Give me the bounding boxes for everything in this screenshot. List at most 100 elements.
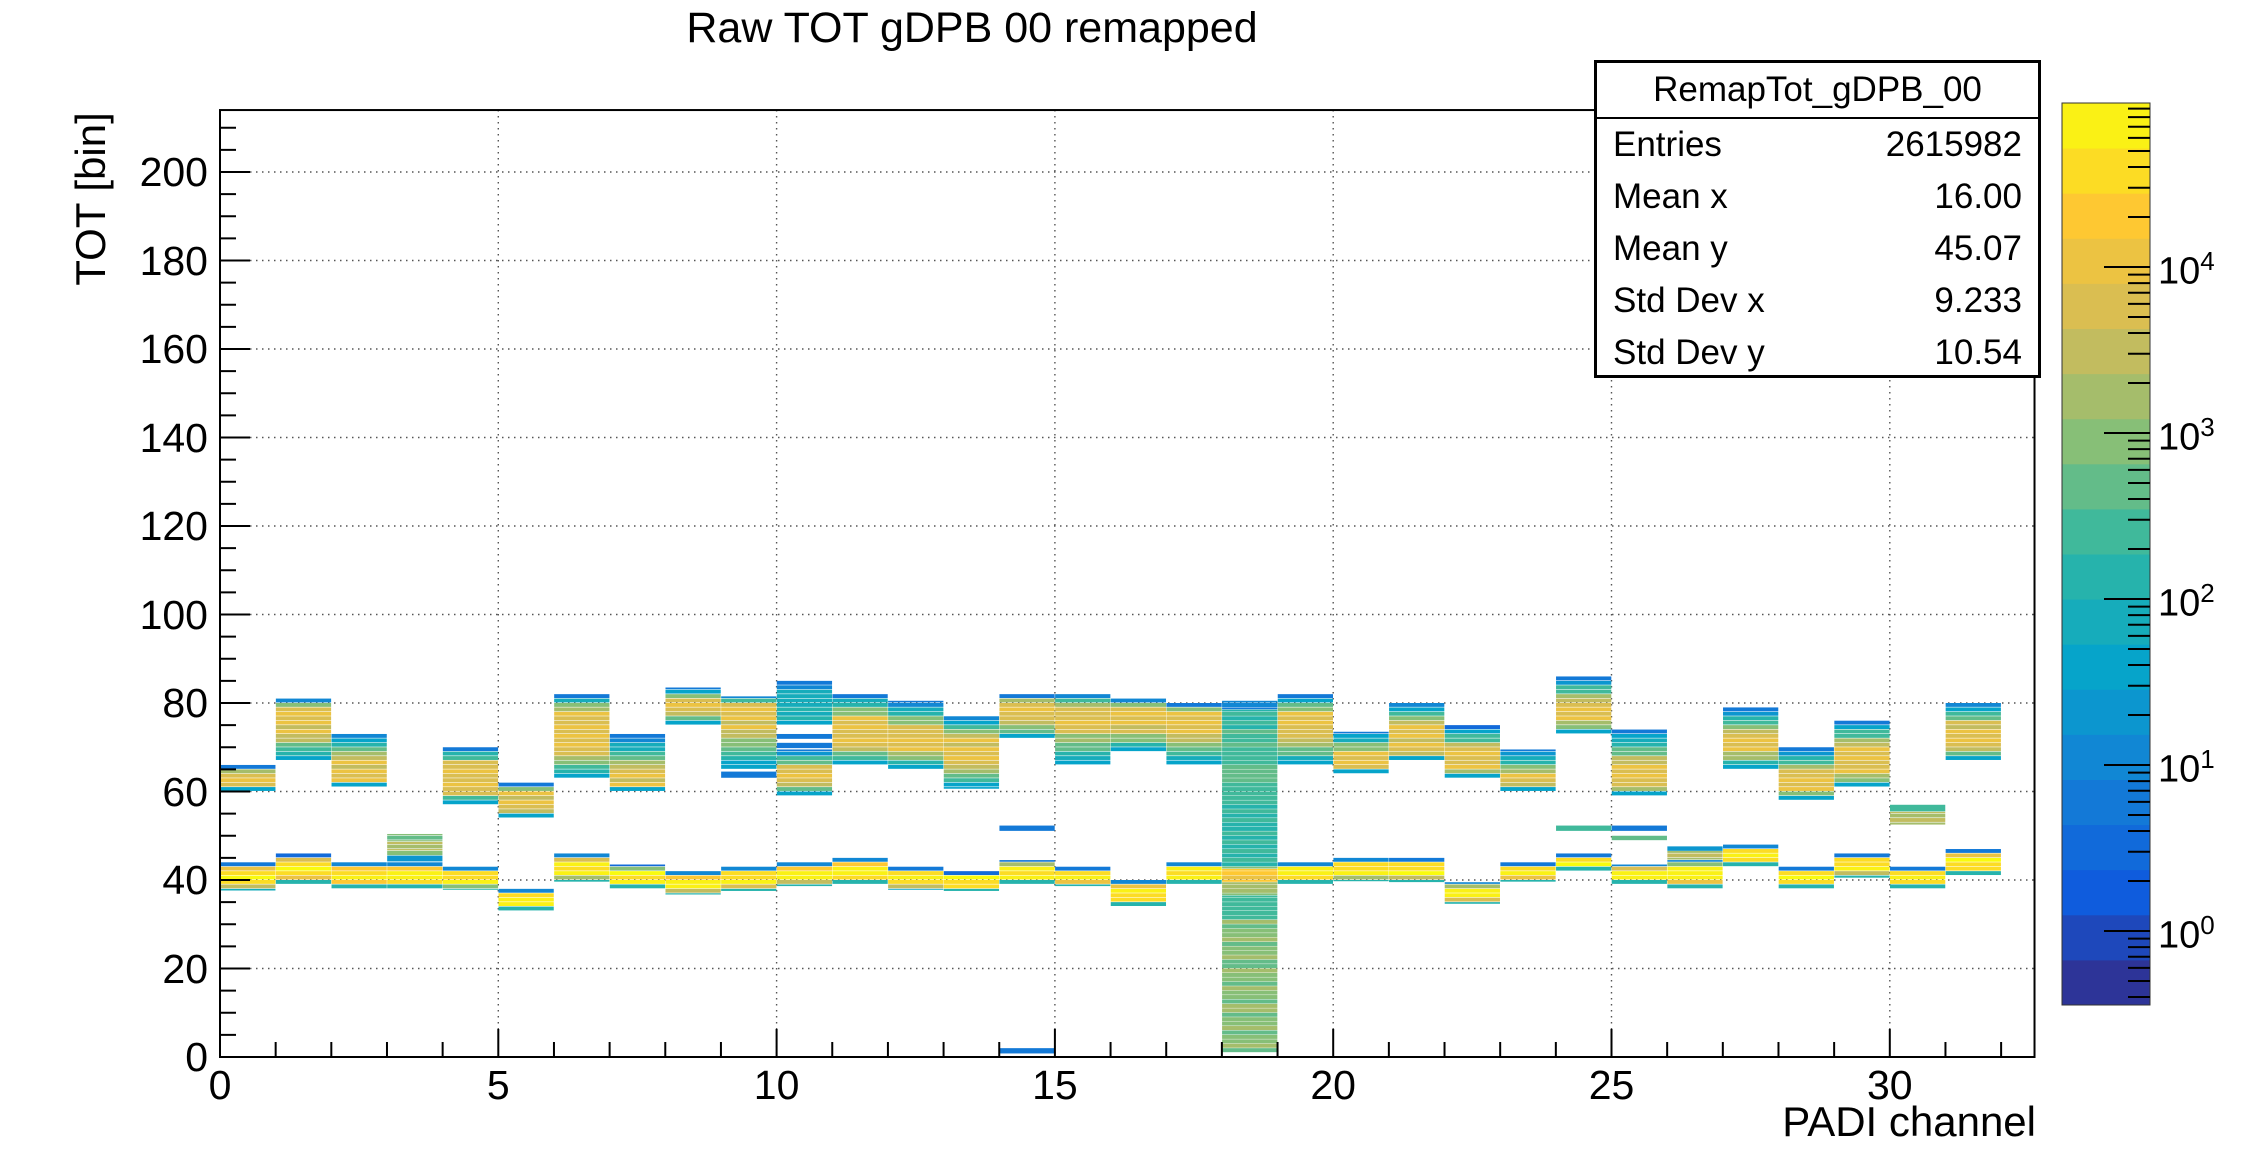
histogram-bin xyxy=(498,809,554,814)
histogram-bin xyxy=(943,773,1000,778)
histogram-bin xyxy=(498,791,554,796)
histogram-bin xyxy=(442,888,499,890)
histogram-bin xyxy=(1945,747,2001,752)
histogram-bin xyxy=(1110,880,1167,884)
histogram-bin xyxy=(1222,964,1278,969)
histogram-bin xyxy=(1500,769,1556,774)
histogram-bin xyxy=(1723,853,1779,858)
histogram-bin xyxy=(387,840,443,842)
histogram-bin xyxy=(943,751,1000,756)
y-tick-label: 200 xyxy=(139,149,208,195)
histogram-bin xyxy=(1834,729,1890,734)
histogram-bin xyxy=(331,875,387,880)
histogram-bin xyxy=(1333,751,1389,756)
histogram-bin xyxy=(943,733,1000,738)
histogram-bin xyxy=(554,725,610,729)
histogram-bin xyxy=(331,782,387,787)
histogram-bin xyxy=(832,738,888,743)
histogram-bin xyxy=(1834,769,1890,774)
histogram-bin xyxy=(498,804,554,809)
histogram-bin xyxy=(1222,835,1278,840)
histogram-bin xyxy=(1055,725,1111,729)
histogram-bin xyxy=(275,720,332,725)
stats-value: 45.07 xyxy=(1934,229,2022,268)
histogram-bin xyxy=(1667,862,1723,867)
histogram-bin xyxy=(776,680,833,685)
histogram-bin xyxy=(1333,764,1389,769)
histogram-bin xyxy=(999,698,1055,703)
histogram-bin xyxy=(1890,871,1946,876)
x-tick-label: 0 xyxy=(208,1062,232,1108)
histogram-bin xyxy=(387,855,443,862)
histogram-bin xyxy=(1834,857,1890,862)
histogram-bin xyxy=(1611,751,1667,756)
histogram-bin xyxy=(1166,711,1222,716)
histogram-bin xyxy=(1055,720,1111,725)
histogram-bin xyxy=(776,751,833,756)
histogram-bin xyxy=(1444,738,1500,743)
histogram-bin xyxy=(1389,711,1445,716)
histogram-bin xyxy=(1778,778,1834,783)
histogram-bin xyxy=(1945,866,2001,871)
histogram-bin xyxy=(1055,751,1111,756)
histogram-bin xyxy=(776,694,833,699)
histogram-bin xyxy=(1222,853,1278,858)
histogram-bin xyxy=(1222,1008,1278,1013)
stats-label: Entries xyxy=(1613,125,1722,164)
histogram-bin xyxy=(888,707,944,712)
histogram-bin xyxy=(554,694,610,699)
histogram-bin xyxy=(1778,866,1834,871)
histogram-bin xyxy=(609,884,666,889)
stats-label: Mean x xyxy=(1613,177,1728,216)
histogram-bin xyxy=(943,880,1000,884)
histogram-bin xyxy=(1110,888,1167,893)
histogram-bin xyxy=(1556,703,1612,707)
stats-value: 9.233 xyxy=(1934,281,2022,320)
histogram-bin xyxy=(776,769,833,774)
histogram-bin xyxy=(442,875,499,880)
histogram-bin xyxy=(1611,778,1667,783)
histogram-bin xyxy=(1945,707,2001,712)
histogram-bin xyxy=(1723,711,1779,716)
histogram-bin xyxy=(665,871,721,876)
stats-label: Mean y xyxy=(1613,229,1728,268)
histogram-bin xyxy=(1110,698,1167,703)
histogram-bin xyxy=(1222,831,1278,836)
histogram-bin xyxy=(1500,751,1556,756)
histogram-bin xyxy=(943,875,1000,880)
histogram-bin xyxy=(1222,787,1278,792)
histogram-bin xyxy=(1222,977,1278,982)
histogram-bin xyxy=(1444,902,1500,904)
histogram-bin xyxy=(943,778,1000,783)
histogram-bin xyxy=(387,841,443,845)
histogram-bin xyxy=(1500,749,1556,752)
histogram-bin xyxy=(1110,884,1167,889)
histogram-bin xyxy=(1222,826,1278,831)
histogram-bin xyxy=(498,813,554,818)
histogram-bin xyxy=(1778,795,1834,800)
histogram-bin xyxy=(999,720,1055,725)
histogram-bin xyxy=(888,733,944,738)
histogram-bin xyxy=(1556,857,1612,862)
histogram-bin xyxy=(1166,720,1222,725)
histogram-bin xyxy=(1222,1021,1278,1026)
histogram-bin xyxy=(1055,760,1111,765)
histogram-bin xyxy=(331,773,387,778)
histogram-bin xyxy=(1667,880,1723,884)
histogram-bin xyxy=(1500,871,1556,876)
histogram-bin xyxy=(1778,747,1834,752)
histogram-bin xyxy=(1444,733,1500,738)
histogram-bin xyxy=(1444,888,1500,893)
histogram-bin xyxy=(832,729,888,734)
histogram-bin xyxy=(943,760,1000,765)
histogram-bin xyxy=(609,773,666,778)
histogram-bin xyxy=(1333,769,1389,774)
histogram-bin xyxy=(1723,729,1779,734)
histogram-bin xyxy=(442,760,499,765)
histogram-bin xyxy=(1667,866,1723,871)
histogram-bin xyxy=(776,884,833,887)
histogram-bin xyxy=(1444,725,1500,729)
histogram-bin xyxy=(1444,893,1500,898)
histogram-bin xyxy=(1222,959,1278,964)
histogram-bin xyxy=(776,720,833,725)
